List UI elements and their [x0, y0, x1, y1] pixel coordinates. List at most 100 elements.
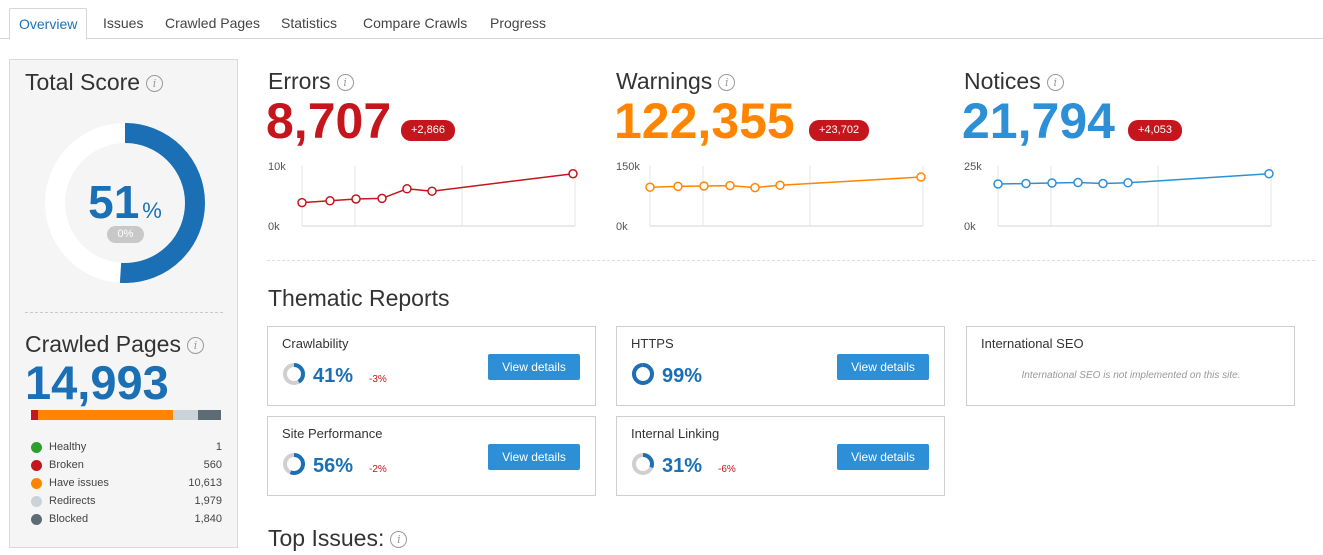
- top-issues-heading: Top Issues: i: [268, 525, 408, 552]
- warnings-delta-badge: +23,702: [809, 120, 870, 141]
- ring-fill: [283, 453, 305, 475]
- sparkline-point: [699, 181, 709, 191]
- report-percent: 56%: [313, 455, 354, 477]
- tab-statistics[interactable]: Statistics: [281, 15, 338, 31]
- legend-item[interactable]: Have issues 10,613: [31, 474, 222, 492]
- crawled-pages-value: 14,993: [25, 356, 169, 409]
- info-icon[interactable]: i: [146, 75, 164, 93]
- crawled-pages-title: Crawled Pages: [25, 331, 181, 357]
- total-score-value: 51%: [43, 175, 207, 229]
- tab-overview[interactable]: Overview: [9, 8, 88, 40]
- sparkline-point: [568, 169, 578, 179]
- legend-item[interactable]: Healthy 1: [31, 438, 222, 456]
- legend-value: 1: [215, 441, 222, 453]
- sparkline-series: [301, 173, 574, 204]
- report-change: -6%: [718, 464, 736, 475]
- legend-label: Have issues: [49, 477, 109, 489]
- legend-dot: [31, 495, 42, 507]
- errors-heading: Errors i: [268, 68, 354, 95]
- report-card-site-performance: Site Performance 56% -2% View details: [267, 416, 596, 496]
- report-card-international-seo: International SEO International SEO is n…: [966, 326, 1295, 406]
- tab-issues[interactable]: Issues: [103, 15, 144, 31]
- tab-bar: Overview Issues Crawled Pages Statistics…: [0, 0, 1323, 40]
- view-details-button[interactable]: View details: [488, 444, 580, 470]
- legend-item[interactable]: Redirects 1,979: [31, 492, 222, 510]
- legend-item[interactable]: Broken 560: [31, 456, 222, 474]
- tab-crawled-pages[interactable]: Crawled Pages: [165, 15, 260, 31]
- sparkline-point: [775, 180, 785, 190]
- notices-sparkline: 25k 0k: [964, 161, 1274, 233]
- legend-label: Broken: [49, 459, 84, 471]
- report-percent: 99%: [662, 365, 703, 387]
- sparkline-point: [916, 172, 926, 182]
- sparkline-point: [1098, 178, 1108, 189]
- report-name: HTTPS: [631, 336, 674, 351]
- report-progress-ring: [632, 453, 654, 475]
- sparkline-series: [649, 176, 922, 189]
- score-delta-badge: 0%: [107, 226, 144, 243]
- tab-progress[interactable]: Progress: [490, 15, 547, 31]
- legend-value: 1,840: [194, 513, 222, 525]
- info-icon[interactable]: i: [336, 74, 354, 92]
- sparkline-point: [1073, 177, 1083, 188]
- sparkline-point: [297, 197, 307, 208]
- axis-max-label: 10k: [268, 161, 286, 173]
- sparkline-point: [427, 186, 437, 196]
- report-change: -2%: [369, 464, 387, 475]
- legend-value: 560: [203, 459, 222, 471]
- ring-fill: [283, 363, 305, 385]
- legend-item[interactable]: Blocked 1,840: [31, 510, 222, 528]
- tab-compare-crawls[interactable]: Compare Crawls: [363, 15, 468, 31]
- top-issues-title: Top Issues:: [268, 525, 385, 551]
- score-ring-fill: [45, 123, 205, 283]
- report-card-internal-linking: Internal Linking 31% -6% View details: [616, 416, 945, 496]
- thematic-reports-title: Thematic Reports: [268, 285, 450, 311]
- legend-dot: [31, 477, 42, 489]
- report-progress-ring: [632, 363, 654, 385]
- info-icon[interactable]: i: [186, 337, 204, 355]
- view-details-button[interactable]: View details: [488, 354, 580, 380]
- score-number: 51: [88, 176, 140, 228]
- total-score-gauge: 51% 0%: [43, 121, 207, 285]
- warnings-value: 122,355: [614, 93, 795, 149]
- score-ring: [45, 123, 205, 283]
- sparkline-point: [351, 194, 361, 204]
- legend-dot: [31, 441, 42, 453]
- warnings-heading: Warnings i: [616, 68, 736, 95]
- axis-max-label: 150k: [616, 161, 640, 173]
- report-note: International SEO is not implemented on …: [1021, 370, 1241, 381]
- ring-fill: [632, 363, 654, 385]
- report-card-crawlability: Crawlability 41% -3% View details: [267, 326, 596, 406]
- warnings-sparkline: 150k 0k: [616, 161, 926, 233]
- warnings-metric: Warnings i 122,355 +23,702 150k 0k: [614, 68, 946, 238]
- legend-label: Redirects: [49, 495, 96, 507]
- report-progress-ring: [283, 453, 305, 475]
- errors-value: 8,707: [266, 93, 392, 149]
- sparkline-point: [1123, 178, 1133, 188]
- sparkline-point: [725, 180, 735, 191]
- view-details-button[interactable]: View details: [837, 354, 929, 380]
- info-icon[interactable]: i: [1046, 74, 1064, 92]
- notices-title: Notices: [964, 68, 1041, 94]
- report-progress-ring: [283, 363, 305, 385]
- crawled-pages-heading: Crawled Pages i: [25, 331, 204, 358]
- report-name: International SEO: [981, 336, 1084, 351]
- info-icon[interactable]: i: [390, 531, 408, 549]
- info-icon[interactable]: i: [718, 74, 736, 92]
- notices-metric: Notices i 21,794 +4,053 25k 0k: [962, 68, 1294, 238]
- notices-heading: Notices i: [964, 68, 1064, 95]
- bar-segment-blocked: [197, 410, 221, 420]
- sparkline-point: [673, 181, 683, 192]
- sparkline-point: [750, 182, 760, 193]
- crawled-pages-legend: Healthy 1 Broken 560 Have issues 10,613 …: [31, 438, 222, 528]
- report-change: -3%: [369, 374, 387, 385]
- legend-label: Healthy: [49, 441, 87, 453]
- notices-value: 21,794: [962, 93, 1115, 149]
- view-details-button[interactable]: View details: [837, 444, 929, 470]
- axis-min-label: 0k: [616, 221, 628, 233]
- total-score-heading: Total Score i: [25, 69, 164, 96]
- errors-sparkline: 10k 0k: [268, 161, 578, 233]
- report-name: Internal Linking: [631, 426, 720, 441]
- sparkline-point: [1047, 178, 1057, 188]
- report-percent: 31%: [662, 455, 703, 477]
